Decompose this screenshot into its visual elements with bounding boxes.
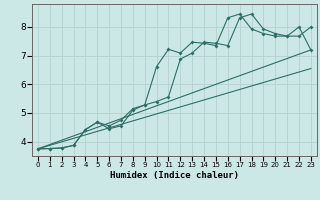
- X-axis label: Humidex (Indice chaleur): Humidex (Indice chaleur): [110, 171, 239, 180]
